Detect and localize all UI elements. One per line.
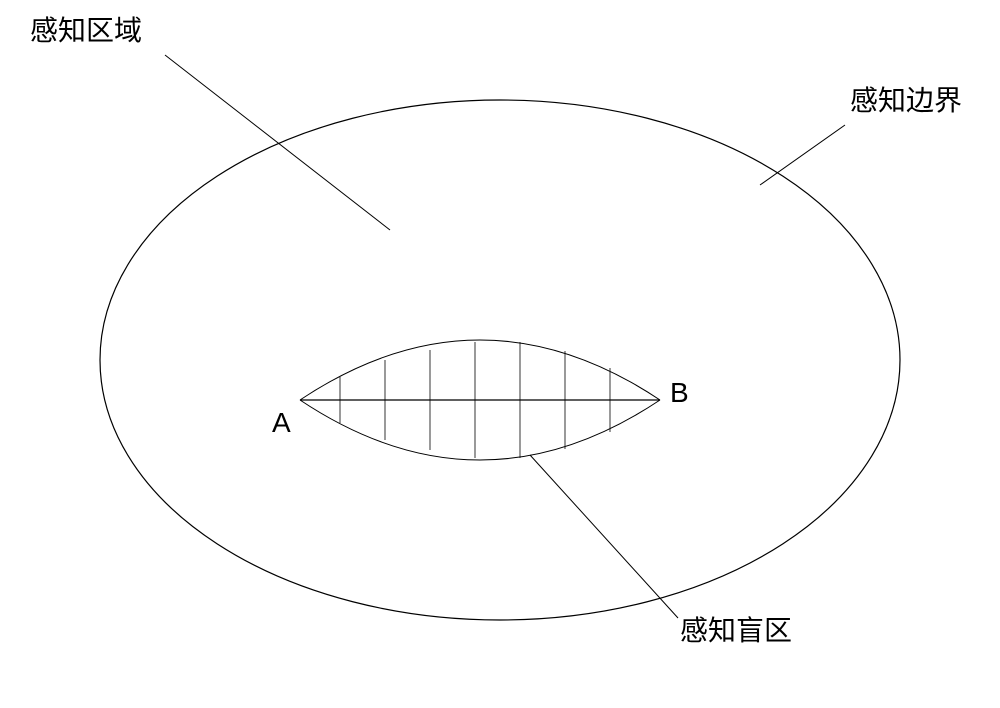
- perception-boundary-ellipse: [100, 100, 900, 620]
- label-blind: 感知盲区: [680, 615, 792, 647]
- point-a-label: A: [272, 407, 291, 438]
- leader-blind: [530, 455, 678, 618]
- point-b-label: B: [670, 377, 689, 408]
- label-boundary: 感知边界: [850, 85, 962, 117]
- label-region: 感知区域: [30, 15, 142, 47]
- leader-region: [165, 55, 390, 230]
- blind-zone-lens: [300, 340, 660, 460]
- leader-boundary: [760, 125, 845, 185]
